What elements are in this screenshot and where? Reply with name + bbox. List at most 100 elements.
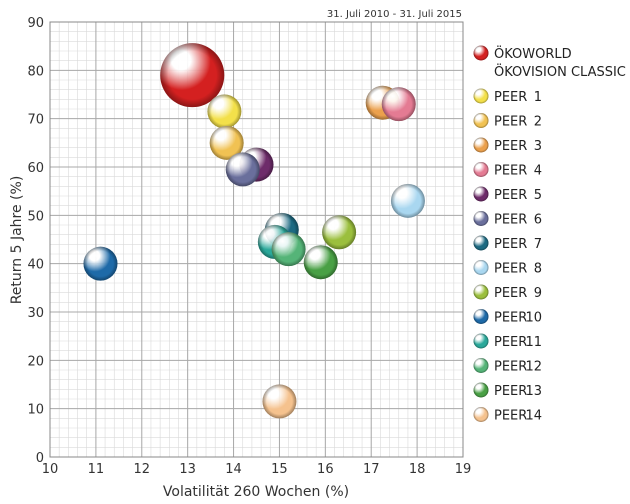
x-tick-label: 17 (363, 462, 380, 477)
bubble-point (207, 94, 242, 129)
bubble-shade (322, 215, 357, 250)
legend-label: PEER (494, 237, 527, 252)
legend-item: PEER 8 (473, 260, 542, 277)
legend-number: 3 (534, 139, 542, 154)
legend-number: 4 (534, 164, 542, 179)
bubble-point (271, 232, 306, 267)
legend-item: PEER 1 (473, 88, 542, 105)
x-tick-label: 10 (42, 462, 59, 477)
bubble-point (303, 245, 338, 280)
bubbles (83, 43, 425, 419)
legend-label: PEER (494, 286, 527, 301)
y-tick-label: 20 (27, 354, 44, 369)
legend-item: PEER 5 (473, 186, 542, 203)
legend-marker-shade (473, 137, 489, 153)
legend-label: PEER (494, 360, 527, 375)
y-tick-label: 0 (36, 451, 44, 466)
y-tick-label: 40 (27, 258, 44, 273)
bubble-point (160, 43, 225, 108)
legend-number: 10 (525, 311, 542, 326)
legend-label: PEER (494, 164, 527, 179)
legend-marker-shade (473, 260, 489, 275)
x-tick-label: 12 (134, 462, 151, 477)
bubble-shade (303, 245, 338, 280)
legend-label: PEER (494, 213, 527, 228)
y-tick-label: 90 (27, 16, 44, 31)
legend-number: 12 (525, 360, 542, 375)
legend-number: 7 (534, 237, 542, 252)
legend-number: 6 (534, 213, 542, 228)
legend-item: PEER 6 (473, 211, 542, 228)
legend-item: PEER 4 (473, 162, 542, 179)
bubble-shade (209, 125, 244, 160)
legend-label: PEER (494, 262, 527, 277)
y-tick-label: 30 (27, 306, 44, 321)
bubble-shade (271, 232, 306, 267)
bubble-shade (83, 246, 118, 281)
legend-marker-shade (473, 211, 489, 226)
legend-number: 13 (525, 384, 542, 399)
legend-number: 5 (534, 188, 542, 203)
legend-number: 2 (534, 115, 542, 130)
minor-grid (49, 21, 464, 458)
bubble-point (225, 152, 260, 187)
legend-marker-shade (473, 382, 489, 398)
bubble-shade (225, 152, 260, 187)
legend-label: PEER (494, 409, 527, 424)
legend-marker-shade (473, 186, 489, 202)
legend-label: ÖKOVISION CLASSIC (494, 63, 626, 80)
legend-number: 9 (534, 286, 542, 301)
legend-item: PEER 9 (473, 284, 542, 301)
bubble-shade (207, 94, 242, 129)
legend-label: PEER (494, 188, 527, 203)
bubble-point (262, 384, 297, 419)
bubble-point (209, 125, 244, 160)
y-axis-title: Return 5 Jahre (%) (9, 176, 25, 305)
legend-label: PEER (494, 384, 527, 399)
y-tick-label: 70 (27, 113, 44, 128)
plot-frame (49, 21, 464, 458)
bubble-shade (381, 87, 416, 122)
legend-marker-shade (473, 162, 489, 177)
x-tick-label: 18 (409, 462, 426, 477)
legend-item: PEER 2 (473, 113, 542, 130)
bubble-shade (390, 183, 425, 218)
y-tick-label: 10 (27, 403, 44, 418)
legend-number: 8 (534, 262, 542, 277)
major-grid (49, 21, 464, 458)
legend-label: ÖKOWORLD (494, 45, 572, 62)
legend-label: PEER (494, 90, 527, 105)
legend-number: 11 (525, 335, 542, 350)
legend-marker-shade (473, 45, 489, 61)
legend-marker-shade (473, 333, 489, 349)
legend-item: PEER 3 (473, 137, 542, 154)
y-axis-ticks: 0 10 20 30 40 50 60 70 80 90 (27, 16, 44, 466)
chart-subtitle: 31. Juli 2010 - 31. Juli 2015 (327, 9, 462, 20)
legend-number: 1 (534, 90, 542, 105)
legend-marker-shade (473, 113, 489, 128)
legend-marker-shade (473, 284, 489, 300)
x-tick-label: 11 (88, 462, 105, 477)
legend-item: PEER 7 (473, 235, 542, 252)
legend-marker-shade (473, 309, 489, 324)
x-tick-label: 13 (179, 462, 196, 477)
legend-marker-shade (473, 88, 489, 104)
y-tick-label: 50 (27, 209, 44, 224)
bubble-shade (262, 384, 297, 419)
bubble-point (381, 87, 416, 122)
legend-marker-shade (473, 407, 489, 422)
legend-marker-shade (473, 358, 489, 373)
bubble-point (322, 215, 357, 250)
bubble-point (83, 246, 118, 281)
x-axis-ticks: 10 11 12 13 14 15 16 17 18 19 (42, 462, 472, 477)
x-tick-label: 19 (455, 462, 472, 477)
legend-label: PEER (494, 335, 527, 350)
